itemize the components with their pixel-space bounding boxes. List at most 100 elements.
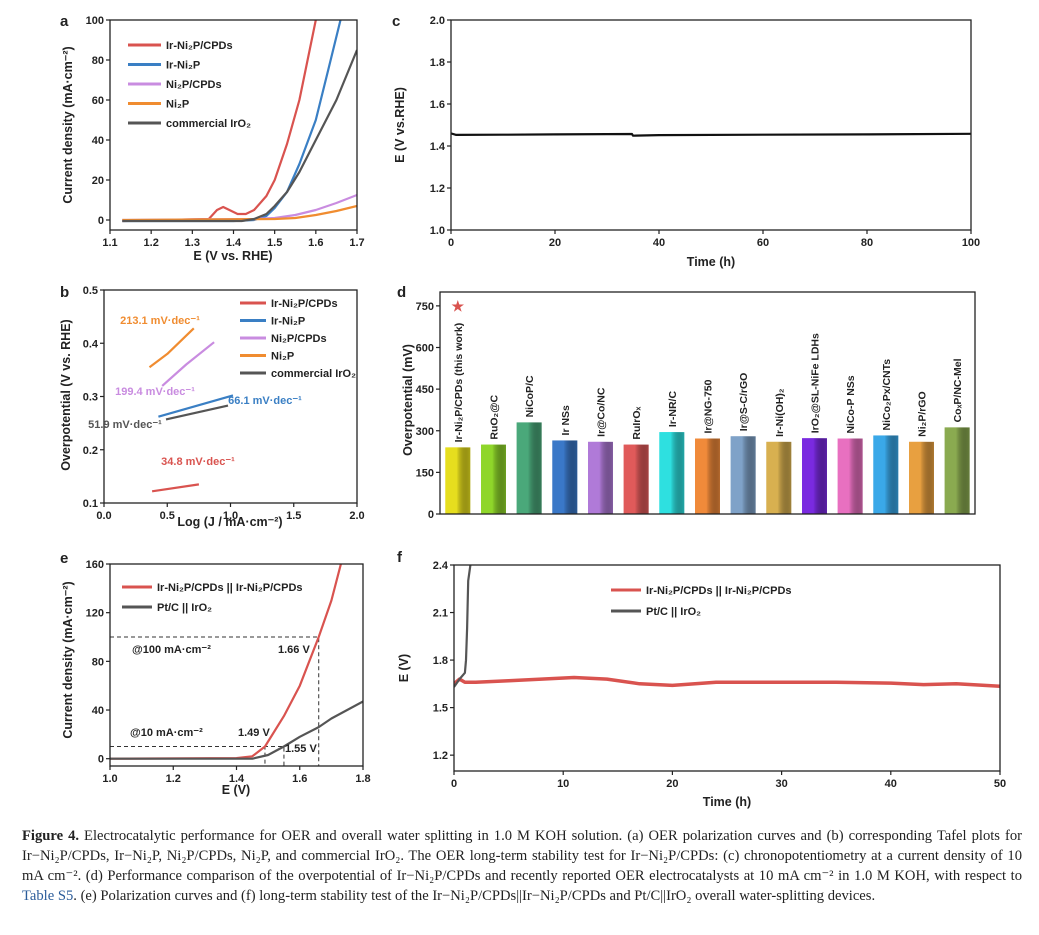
plot-area bbox=[122, 20, 357, 223]
y-tick-label: 1.0 bbox=[430, 225, 445, 237]
bar-category-label: NiCoP/C bbox=[524, 375, 536, 417]
bar-shade bbox=[766, 441, 792, 514]
series-line bbox=[451, 132, 971, 137]
y-tick-label: 0 bbox=[98, 754, 104, 766]
chart-panel-c: c 1.0 1.2 1.4 1.6 1.8 2.0 0 20 40 60 80 100 Time (h) E… bbox=[392, 13, 980, 269]
y-tick-label: 300 bbox=[416, 426, 434, 438]
x-tick-label: 0.0 bbox=[96, 510, 111, 522]
table-s5-link[interactable]: Table S5 bbox=[22, 888, 74, 904]
bar-shade bbox=[481, 444, 506, 514]
panel-letter: f bbox=[397, 549, 403, 566]
x-tick-label: 40 bbox=[653, 237, 665, 249]
x-tick-label: 0 bbox=[448, 237, 454, 249]
y-tick-label: 1.4 bbox=[430, 141, 446, 153]
legend-label: Ir-Ni₂P/CPDs bbox=[271, 298, 338, 310]
y-tick-label: 120 bbox=[86, 608, 104, 620]
bar-shade bbox=[944, 427, 970, 514]
annotation: 1.66 V bbox=[278, 644, 310, 656]
y-axis-label: E (V) bbox=[397, 654, 411, 682]
chart-panel-d: d 0 150 300 450 600 750 Overpotential (mV) Ir-Ni… bbox=[397, 284, 976, 521]
annotation: @10 mA·cm⁻² bbox=[130, 727, 203, 739]
series-line bbox=[110, 564, 342, 760]
series-line bbox=[122, 20, 317, 223]
y-tick-label: 150 bbox=[416, 467, 434, 479]
plot-frame bbox=[439, 291, 976, 515]
bar-category-label: CoₓP/NC-Mel bbox=[952, 358, 964, 422]
series-line bbox=[122, 193, 357, 222]
y-tick-label: 450 bbox=[416, 384, 434, 396]
reference-line bbox=[110, 636, 320, 766]
bar-category-label: Ir@NG-750 bbox=[703, 379, 715, 433]
bar-shade bbox=[623, 444, 649, 514]
x-tick-label: 1.8 bbox=[355, 773, 370, 785]
star-icon: ★ bbox=[452, 298, 465, 314]
chart-panel-a: a 0 20 40 60 80 100 1.1 1.2 1.3 1.4 1.5 1.6 1.7 E (V v… bbox=[60, 13, 365, 263]
x-axis-label: Time (h) bbox=[703, 795, 751, 809]
series-line bbox=[454, 565, 472, 688]
x-tick-label: 50 bbox=[994, 778, 1006, 790]
x-tick-label: 60 bbox=[757, 237, 769, 249]
legend-label: Ir-Ni₂P bbox=[271, 316, 305, 328]
y-tick-label: 40 bbox=[92, 135, 104, 147]
plot-frame bbox=[453, 564, 1001, 772]
x-tick-label: 1.0 bbox=[223, 510, 238, 522]
y-tick-label: 1.8 bbox=[430, 57, 445, 69]
x-tick-label: 0 bbox=[451, 778, 457, 790]
x-tick-label: 20 bbox=[666, 778, 678, 790]
bar-category-label: Ir-NR/C bbox=[667, 391, 679, 428]
bar-category-label: Ir-Ni(OH)₂ bbox=[774, 388, 786, 437]
y-tick-label: 2.4 bbox=[433, 560, 449, 572]
series-line bbox=[110, 700, 363, 760]
panel-letter: e bbox=[60, 550, 68, 567]
caption-label: Figure 4. bbox=[22, 828, 80, 844]
y-tick-label: 60 bbox=[92, 95, 104, 107]
x-tick-label: 40 bbox=[885, 778, 897, 790]
x-tick-label: 30 bbox=[775, 778, 787, 790]
y-axis-label: Overpotential (V vs. RHE) bbox=[59, 319, 73, 470]
x-axis-label: Time (h) bbox=[687, 255, 735, 269]
bar-category-label: NiCo₂Px/CNTs bbox=[881, 359, 893, 431]
x-tick-label: 80 bbox=[861, 237, 873, 249]
y-tick-label: 20 bbox=[92, 175, 104, 187]
y-tick-label: 80 bbox=[92, 656, 104, 668]
legend-label: Ni₂P bbox=[271, 351, 294, 363]
y-tick-label: 750 bbox=[416, 301, 434, 313]
y-tick-label: 100 bbox=[86, 15, 104, 27]
bar-category-label: Ni₂P/rGO bbox=[917, 391, 929, 437]
y-tick-label: 0.2 bbox=[83, 445, 98, 457]
bar-category-label: Ir NSs bbox=[560, 405, 572, 436]
chart-panel-f: f 1.2 1.5 1.8 2.1 2.4 0 10 20 30 40 50 Time (h) E (V)… bbox=[397, 549, 1006, 809]
annotation: 66.1 mV·dec⁻¹ bbox=[228, 395, 302, 407]
x-axis-label: Log (J / mA·cm⁻²) bbox=[177, 515, 282, 529]
x-tick-label: 1.6 bbox=[292, 773, 307, 785]
y-tick-label: 1.5 bbox=[433, 703, 448, 715]
caption-text: Electrocatalytic performance for OER and… bbox=[22, 828, 1022, 884]
bar-shade bbox=[695, 438, 720, 514]
y-tick-label: 40 bbox=[92, 705, 104, 717]
annotation: 199.4 mV·dec⁻¹ bbox=[115, 386, 195, 398]
bar-shade bbox=[909, 441, 934, 514]
plot-area bbox=[148, 327, 234, 493]
y-tick-label: 0 bbox=[428, 509, 434, 521]
bar-shade bbox=[659, 432, 685, 514]
bar-shade bbox=[837, 438, 863, 514]
x-tick-label: 1.7 bbox=[349, 237, 364, 249]
y-tick-label: 0.1 bbox=[83, 498, 98, 510]
x-tick-label: 2.0 bbox=[349, 510, 364, 522]
x-tick-label: 1.4 bbox=[229, 773, 245, 785]
plot-area bbox=[454, 565, 1000, 688]
x-tick-label: 1.2 bbox=[166, 773, 181, 785]
bar-shade bbox=[552, 440, 578, 514]
annotation: 1.49 V bbox=[238, 727, 270, 739]
series-line bbox=[161, 341, 215, 387]
legend-label: commercial IrO₂ bbox=[166, 118, 251, 130]
x-tick-label: 1.4 bbox=[226, 237, 242, 249]
bar-category-label: Ir-Ni₂P/CPDs (this work) bbox=[453, 323, 465, 443]
panel-letter: a bbox=[60, 13, 69, 30]
legend-label: commercial IrO₂ bbox=[271, 368, 356, 380]
y-tick-label: 0.4 bbox=[83, 338, 99, 350]
legend-label: Ni₂P/CPDs bbox=[166, 79, 222, 91]
x-axis-label: E (V) bbox=[222, 783, 250, 797]
caption-text-end: . (e) Polarization curves and (f) long-t… bbox=[73, 888, 876, 904]
